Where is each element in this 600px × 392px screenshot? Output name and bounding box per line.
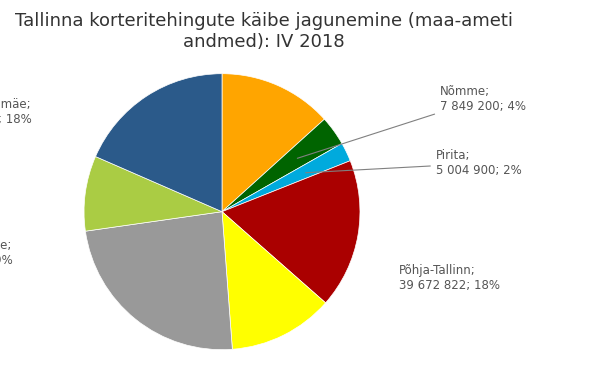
- Text: Tallinna korteritehingute käibe jagunemine (maa-ameti
andmed): IV 2018: Tallinna korteritehingute käibe jagunemi…: [15, 12, 513, 51]
- Wedge shape: [222, 74, 325, 212]
- Wedge shape: [222, 119, 342, 212]
- Text: Mustamäe;
30 161 210; 13%: Mustamäe; 30 161 210; 13%: [188, 0, 289, 2]
- Wedge shape: [95, 74, 222, 212]
- Text: Kristiine;
19 943 449; 9%: Kristiine; 19 943 449; 9%: [0, 239, 12, 267]
- Text: Lasnamäe;
41 825 685; 18%: Lasnamäe; 41 825 685; 18%: [0, 98, 32, 126]
- Wedge shape: [85, 212, 232, 350]
- Text: Nõmme;
7 849 200; 4%: Nõmme; 7 849 200; 4%: [298, 85, 526, 158]
- Wedge shape: [222, 161, 360, 303]
- Text: Pirita;
5 004 900; 2%: Pirita; 5 004 900; 2%: [305, 149, 521, 178]
- Wedge shape: [84, 156, 222, 231]
- Wedge shape: [222, 143, 350, 212]
- Wedge shape: [222, 212, 326, 349]
- Text: Põhja-Tallinn;
39 672 822; 18%: Põhja-Tallinn; 39 672 822; 18%: [398, 264, 500, 292]
